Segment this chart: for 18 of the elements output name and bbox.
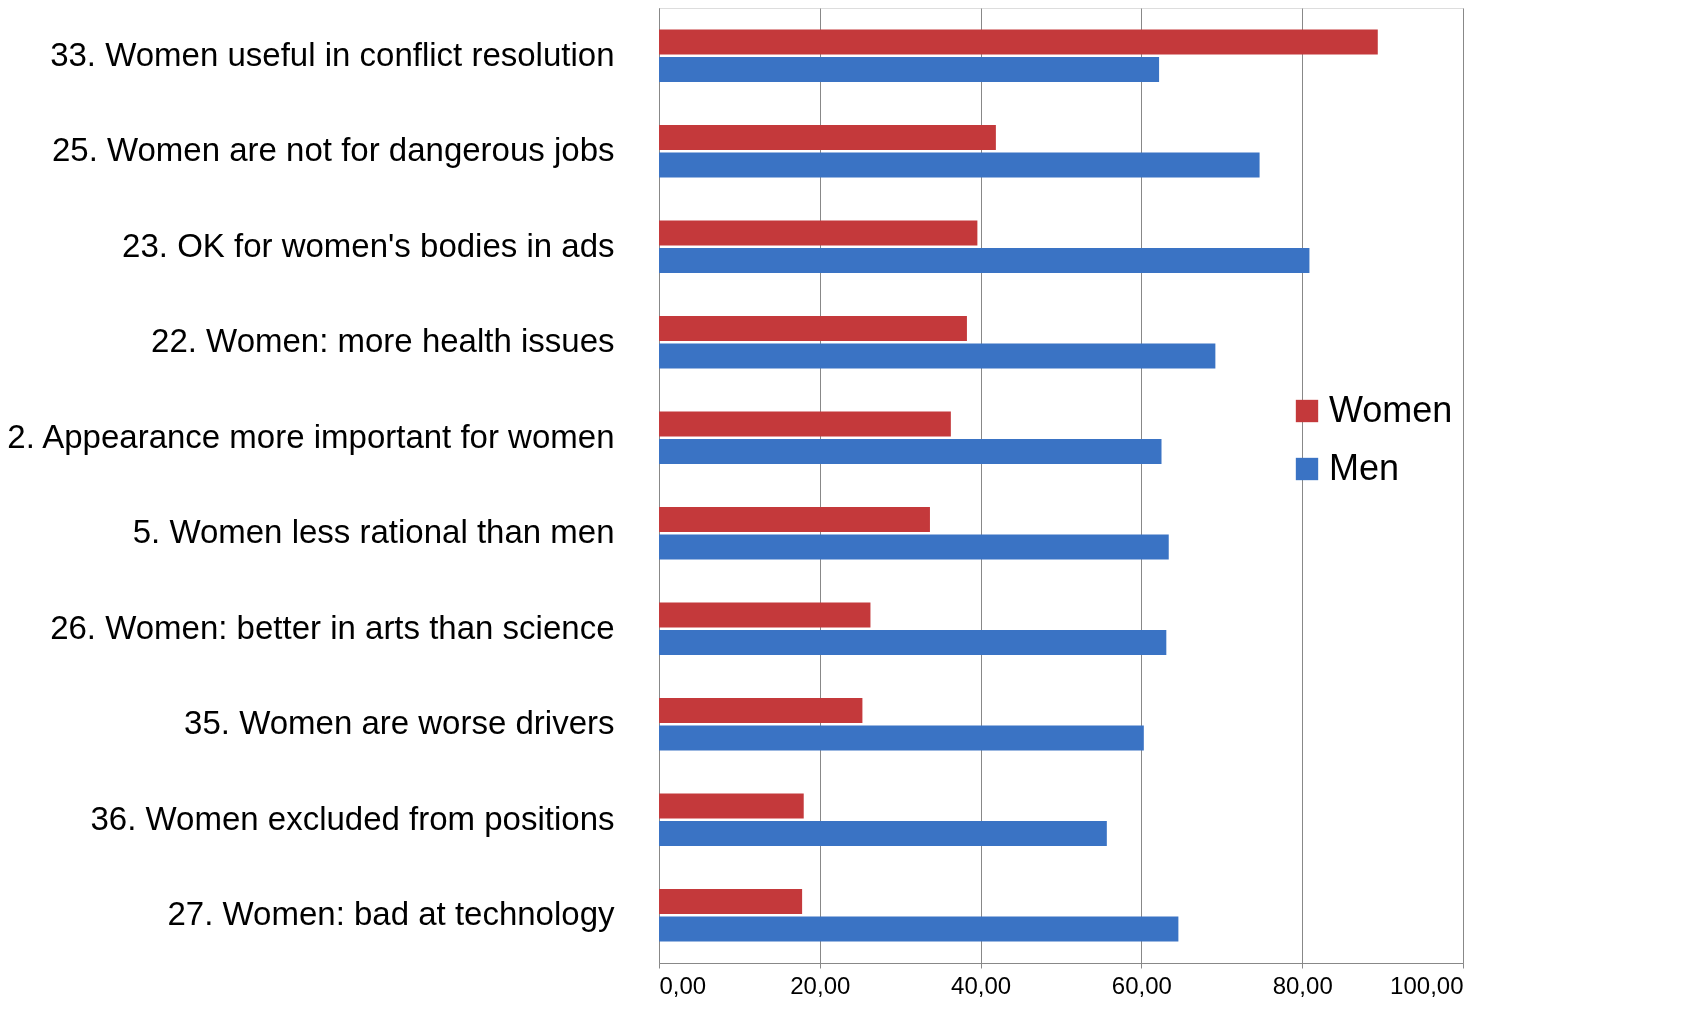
legend-label: Women xyxy=(1329,389,1453,430)
y-tick-label: 33. Women useful in conflict resolution xyxy=(50,35,615,73)
y-tick-label: 35. Women are worse drivers xyxy=(184,704,615,742)
y-tick-label: 36. Women excluded from positions xyxy=(90,799,615,837)
x-tick-label: 40,00 xyxy=(951,971,1012,999)
x-tick-label: 100,00 xyxy=(1390,971,1464,999)
y-tick-label: 25. Women are not for dangerous jobs xyxy=(51,131,615,169)
y-tick-label: 5. Women less rational than men xyxy=(132,513,615,551)
y-tick-label: 27. Women: bad at technology xyxy=(167,895,615,933)
x-tick-label: 20,00 xyxy=(790,971,851,999)
legend-label: Men xyxy=(1329,447,1400,488)
x-tick-label: 80,00 xyxy=(1272,971,1333,999)
y-tick-label: 22. Women: more health issues xyxy=(151,322,615,360)
y-tick-label: 26. Women: better in arts than science xyxy=(50,608,615,646)
x-tick-label: 0,00 xyxy=(659,971,707,999)
y-tick-label: 2. Appearance more important for women xyxy=(7,417,615,455)
y-tick-label: 23. OK for women's bodies in ads xyxy=(122,226,615,264)
x-tick-label: 60,00 xyxy=(1111,971,1172,999)
